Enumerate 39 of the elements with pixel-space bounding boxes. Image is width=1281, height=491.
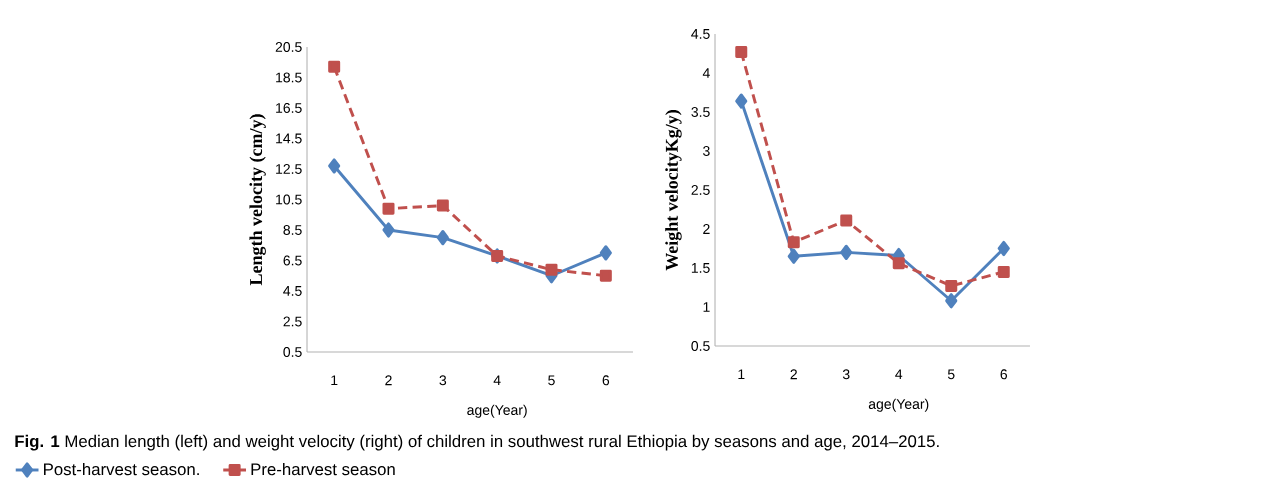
- text: Fig. 1 Median length (left) and weight velocity (right) of children in southwest rural Ethiopia by seasons and age, 2014–2015.: [15, 434, 939, 451]
- y-tick-label: 16.5: [276, 103, 302, 113]
- y-tick-label: 12.5: [276, 164, 302, 174]
- y-tick-label: 20.5: [275, 42, 302, 52]
- y-tick-label: 3: [703, 146, 710, 156]
- y-tick-label: 0.5: [691, 341, 710, 351]
- y-tick-label: 4.5: [283, 286, 302, 296]
- y-tick-label: 2.5: [283, 316, 302, 327]
- x-tick-label: 2: [790, 369, 797, 380]
- x-axis-title: age(Year): [467, 404, 527, 418]
- y-tick-label: 1: [703, 302, 710, 312]
- y-tick-label: 2: [703, 224, 710, 234]
- legend-label: Pre-harvest season: [251, 462, 395, 476]
- y-tick-label: 2.5: [691, 185, 710, 195]
- y-tick-label: 14.5: [276, 133, 302, 144]
- legend-label: Post-harvest season.: [44, 462, 199, 476]
- y-tick-label: 6.5: [283, 255, 302, 266]
- x-axis-title: age(Year): [868, 398, 929, 412]
- x-tick-label: 6: [1000, 369, 1008, 380]
- y-axis-title: Weight velocityKg/y): [665, 110, 682, 271]
- x-tick-label: 5: [548, 375, 555, 386]
- y-tick-label: 4: [702, 68, 710, 78]
- x-tick-label: 4: [493, 375, 501, 385]
- y-axis-title: Length velocity (cm/y): [249, 114, 266, 286]
- x-tick-label: 3: [439, 375, 447, 386]
- x-tick-label: 1: [331, 375, 338, 385]
- y-tick-label: 1.5: [691, 263, 710, 273]
- y-tick-label: 0.5: [283, 347, 302, 357]
- x-tick-label: 3: [842, 369, 850, 380]
- y-tick-label: 4.5: [691, 29, 710, 39]
- y-tick-label: 8.5: [283, 225, 302, 235]
- x-tick-label: 4: [895, 369, 903, 379]
- x-tick-label: 1: [738, 369, 745, 379]
- y-tick-label: 18.5: [276, 72, 302, 83]
- x-tick-label: 2: [385, 375, 392, 386]
- y-tick-label: 10.5: [276, 194, 302, 205]
- y-tick-label: 3.5: [691, 107, 710, 117]
- x-tick-label: 5: [947, 369, 955, 380]
- x-tick-label: 6: [602, 375, 610, 386]
